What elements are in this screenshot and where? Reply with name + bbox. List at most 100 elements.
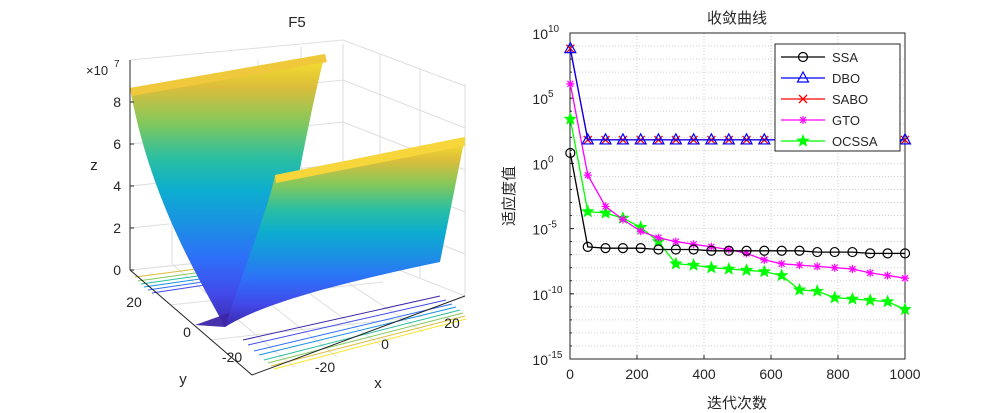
point-ssa [847, 246, 858, 258]
point-dbo [757, 132, 771, 145]
point-gto [760, 255, 769, 264]
point-ocssa [774, 268, 789, 282]
x-tick-label: 0 [566, 366, 574, 382]
point-ssa [706, 245, 717, 256]
point-gto [671, 237, 680, 246]
point-ssa [776, 245, 787, 256]
point-ocssa [845, 291, 860, 305]
point-ocssa [810, 284, 824, 297]
point-ocssa [580, 204, 595, 218]
y-tick-exponent: -10 [548, 285, 563, 296]
z-tick-label: 8 [113, 94, 121, 110]
legend-entry-gto: GTO [781, 113, 860, 128]
point-gto [654, 233, 663, 242]
point-gto [566, 79, 575, 88]
point-dbo [898, 132, 912, 145]
legend-label: OCSSA [832, 134, 878, 149]
point-dbo [634, 132, 648, 145]
point-gto [777, 259, 786, 268]
point-gto [742, 249, 751, 258]
point-ssa [899, 248, 911, 259]
surface-axes [129, 60, 466, 376]
y-tick-label: 20 [126, 294, 142, 310]
y-tick-exponent: 5 [548, 89, 554, 100]
y-tick-label: 10 [532, 222, 548, 238]
legend-box [774, 43, 901, 152]
point-dbo [598, 132, 613, 145]
series-line-ssa [569, 152, 905, 255]
point-ssa [741, 245, 752, 256]
legend-entry-sabo: SABO [781, 92, 868, 107]
x-tick-label: 800 [826, 366, 850, 382]
point-gto [689, 240, 698, 249]
point-dbo [581, 132, 595, 145]
legend-entry-ssa: SSA [781, 50, 858, 65]
point-ssa [617, 243, 629, 254]
point-ocssa [827, 290, 842, 304]
surface-plot-panel: 0 2 4 6 8 -20 0 20 -20 0 20 F5 ×10 7 z y x [86, 14, 467, 392]
point-dbo [616, 132, 630, 145]
point-gto [830, 263, 839, 272]
point-ocssa [669, 256, 683, 270]
surface-y-label: y [179, 371, 187, 388]
y-axis-ticks: -20 0 20 [126, 294, 242, 365]
z-axis-ticks: 0 2 4 6 8 [113, 94, 134, 278]
point-ocssa [704, 260, 719, 274]
y-tick-label: 10 [532, 287, 548, 303]
point-ssa [829, 246, 840, 258]
legend-entry-ocssa: OCSSA [781, 133, 878, 149]
series-ssa [565, 147, 911, 259]
x-tick-label: 600 [759, 366, 783, 382]
z-tick-label: 0 [113, 262, 121, 278]
point-ocssa [757, 264, 772, 278]
legend-label: DBO [832, 71, 860, 86]
convergence-x-ticks: 0 200 400 600 800 1000 [566, 355, 921, 382]
x-tick-label: 0 [381, 336, 389, 352]
point-ssa [812, 246, 823, 258]
point-dbo [669, 132, 683, 145]
x-tick-label: 200 [625, 366, 649, 382]
y-tick-exponent: -15 [548, 350, 563, 361]
point-ocssa [722, 261, 736, 275]
point-ssa [565, 147, 576, 159]
y-tick-label: 10 [532, 352, 548, 368]
x-tick-label: 400 [692, 366, 716, 382]
convergence-x-label: 迭代次数 [707, 394, 767, 412]
legend-label: GTO [832, 113, 860, 128]
legend-label: SSA [832, 50, 858, 65]
x-tick-label: -20 [315, 359, 335, 375]
legend-marker [797, 51, 809, 63]
convergence-axes-box [569, 32, 906, 360]
point-gto [636, 227, 645, 236]
surface-z-exponent-power: 7 [114, 59, 120, 70]
point-ssa [794, 245, 805, 256]
point-ssa [882, 248, 893, 259]
point-gto [795, 261, 804, 270]
point-ssa [723, 245, 734, 256]
point-dbo [563, 41, 577, 54]
point-gto [601, 202, 610, 211]
point-dbo [704, 132, 718, 145]
point-ssa [688, 244, 699, 255]
point-gto [848, 265, 857, 274]
surface-x-label: x [374, 375, 382, 392]
point-ocssa [880, 294, 895, 308]
legend-marker [796, 70, 810, 83]
point-gto [724, 245, 733, 254]
point-dbo [722, 132, 736, 145]
y-tick-label: 10 [532, 91, 548, 107]
point-ssa [865, 248, 876, 259]
convergence-legend: SSA DBO SABO GTO OCSSA [774, 43, 901, 152]
y-tick-label: 10 [532, 156, 548, 172]
point-ssa [635, 243, 646, 254]
y-tick-exponent: 10 [548, 24, 560, 35]
point-dbo [740, 132, 754, 145]
x-tick-label: 1000 [889, 366, 920, 382]
surface-body [130, 54, 465, 327]
point-gto [813, 262, 822, 271]
convergence-title: 收敛曲线 [707, 9, 767, 27]
point-ocssa [686, 257, 701, 271]
point-dbo [687, 132, 701, 145]
